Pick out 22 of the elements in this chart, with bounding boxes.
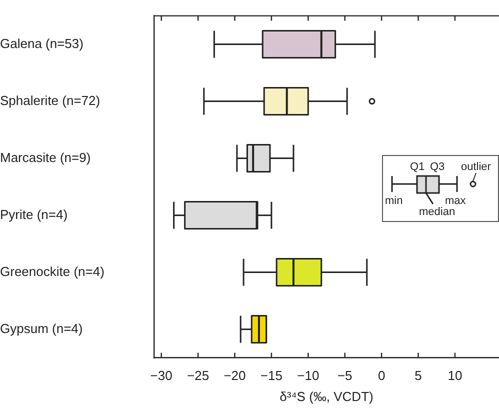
y-tick-label: Sphalerite (n=72) [0, 92, 100, 108]
y-tick-label: Gypsum (n=4) [0, 320, 83, 336]
x-tick-label: −15 [260, 368, 282, 384]
annotation: median [419, 206, 456, 218]
y-tick-label: Galena (n=53) [0, 36, 84, 51]
annotation: min [385, 195, 403, 207]
x-tick-label: 0 [378, 368, 386, 384]
annotation: Q3 [430, 161, 445, 173]
annotation: outlier [461, 161, 491, 173]
y-tick-label: Greenockite (n=4) [0, 264, 104, 279]
annotation: max [445, 195, 466, 207]
annotation: Q1 [410, 161, 425, 173]
y-tick-label: Pyrite (n=4) [0, 206, 68, 222]
x-axis-title: δ³⁴S (‰, VCDT) [280, 388, 374, 404]
x-tick-label: −5 [337, 368, 352, 384]
y-tick-label: Marcasite (n=9) [0, 150, 91, 165]
x-tick-label: −25 [187, 368, 210, 384]
x-tick-label: −10 [297, 368, 320, 384]
x-tick-label: 10 [448, 368, 462, 384]
x-tick-label: 5 [414, 368, 422, 384]
x-tick-label: −20 [224, 368, 246, 384]
x-tick-label: −30 [150, 368, 172, 384]
